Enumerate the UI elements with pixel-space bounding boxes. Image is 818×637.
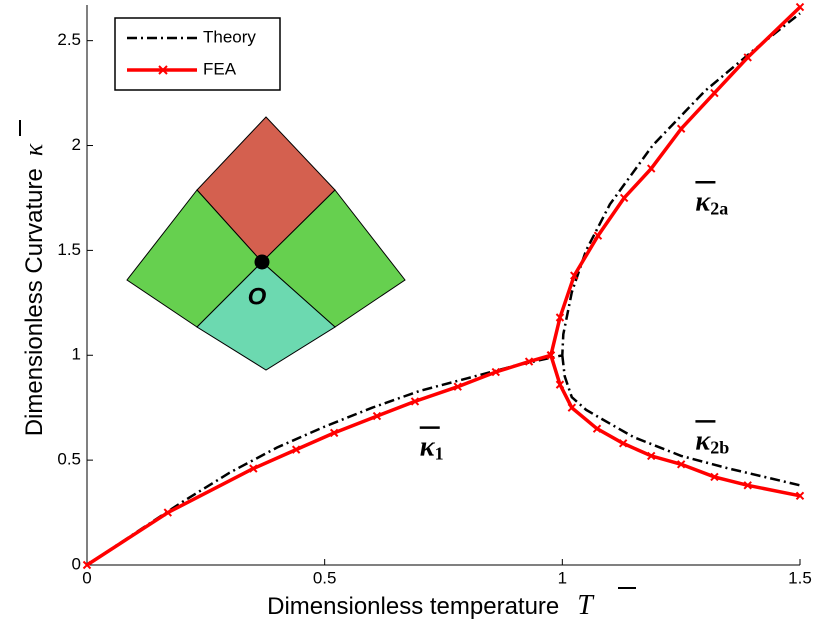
marker — [795, 491, 805, 500]
legend-label: FEA — [203, 59, 237, 78]
marker — [618, 439, 628, 448]
y-tick-label: 0.5 — [57, 450, 81, 469]
marker — [647, 451, 656, 461]
marker — [619, 193, 629, 203]
marker — [82, 560, 92, 570]
y-tick-label: 0 — [72, 554, 81, 573]
marker — [249, 464, 258, 473]
legend-box — [114, 17, 281, 91]
x-tick-label: 1.5 — [788, 568, 812, 587]
marker — [676, 124, 686, 133]
annotation-subscript: 2a — [710, 198, 728, 218]
marker — [410, 397, 420, 406]
annotation-subscript: 2b — [710, 437, 729, 457]
y-tick-label: 1 — [72, 345, 81, 364]
inset-dot — [254, 254, 270, 270]
marker — [570, 271, 579, 280]
marker — [491, 367, 500, 377]
x-tick-label: 0.5 — [313, 568, 337, 587]
inset-label: O — [248, 283, 267, 310]
x-tick-label: 0 — [82, 568, 91, 587]
annotation-subscript: 1 — [435, 444, 444, 464]
marker — [710, 472, 719, 482]
annotation: κ2b — [695, 426, 729, 458]
marker — [592, 424, 602, 433]
marker — [710, 88, 719, 98]
annotation-symbol: κ — [695, 187, 711, 218]
y-tick-label: 2 — [72, 135, 81, 154]
legend-label: Theory — [203, 27, 256, 46]
inset-diagram — [126, 116, 406, 371]
marker — [546, 351, 556, 360]
x-label-text: Dimensionless temperature — [267, 593, 559, 620]
annotation: κ1 — [420, 432, 444, 464]
marker — [647, 164, 656, 173]
annotation-symbol: κ — [420, 432, 436, 463]
marker — [524, 357, 534, 366]
y-label-symbol: κ — [19, 143, 48, 156]
x-label-symbol: T — [577, 590, 595, 621]
marker — [291, 445, 301, 454]
x-tick-label: 1 — [558, 568, 567, 587]
marker — [567, 403, 577, 412]
y-tick-label: 2.5 — [57, 30, 81, 49]
marker — [372, 411, 382, 421]
marker — [453, 382, 462, 391]
y-axis-label: Dimensionless Curvature κ — [19, 143, 48, 436]
y-tick-label: 1.5 — [57, 240, 81, 259]
inset-cell — [196, 261, 336, 371]
annotation: κ2a — [695, 187, 728, 219]
marker — [743, 481, 752, 490]
marker — [795, 2, 805, 12]
y-label-text: Dimensionless Curvature — [21, 168, 48, 436]
annotation-symbol: κ — [695, 426, 711, 457]
legend-marker — [158, 65, 168, 75]
marker — [555, 380, 565, 389]
series-line — [86, 5, 802, 567]
marker — [593, 231, 603, 240]
marker — [743, 53, 752, 62]
marker — [555, 313, 565, 322]
x-axis-label: Dimensionless temperature T — [267, 590, 595, 621]
marker — [676, 460, 686, 469]
marker — [329, 428, 339, 438]
marker — [163, 508, 173, 517]
